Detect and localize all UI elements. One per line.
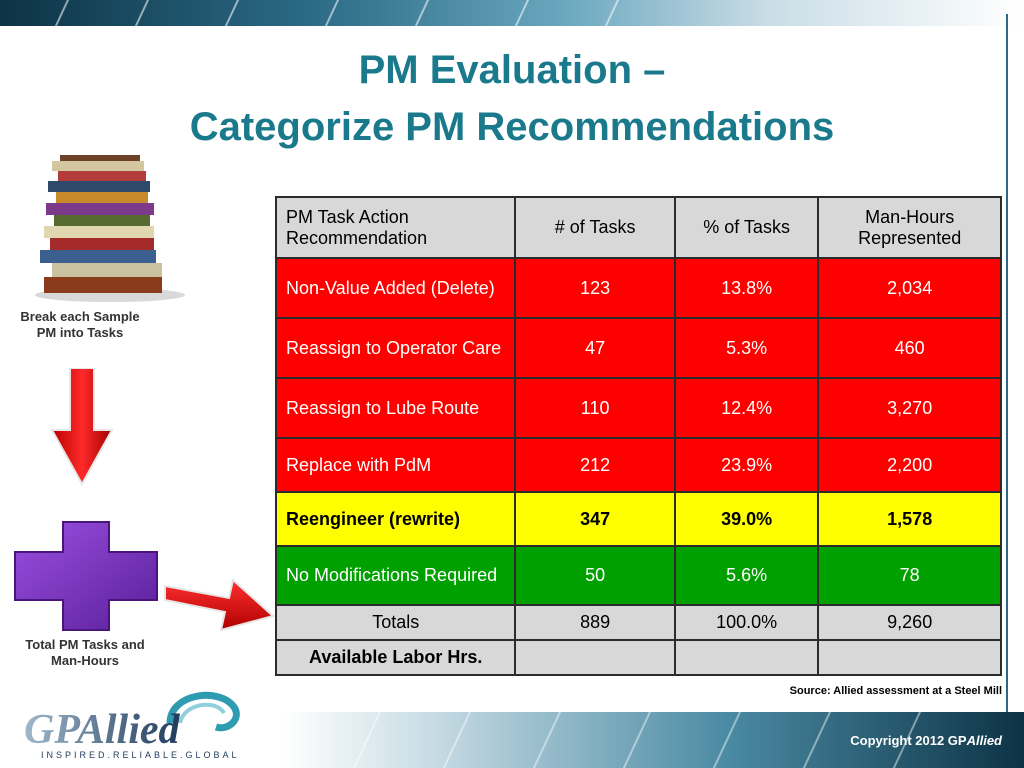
bottom-banner — [285, 712, 1024, 768]
slide-title-line1: PM Evaluation – — [358, 48, 666, 92]
purple-cross-icon — [14, 521, 158, 631]
row-percent: 12.4% — [673, 377, 820, 439]
book-stack-icon — [35, 155, 185, 302]
copyright-brand: Allied — [966, 733, 1002, 748]
row-tasks: 123 — [514, 257, 676, 319]
table-row: Reassign to Operator Care 47 5.3% 460 — [274, 317, 1002, 379]
row-label: Replace with PdM — [274, 437, 517, 493]
red-down-arrow-icon — [50, 368, 114, 486]
totals-tasks: 889 — [514, 604, 676, 641]
break-tasks-caption: Break each Sample PM into Tasks — [20, 309, 140, 340]
logo-tagline: INSPIRED.RELIABLE.GLOBAL — [41, 750, 240, 760]
row-percent: 39.0% — [673, 491, 820, 547]
slide-title-line2: Categorize PM Recommendations — [189, 105, 835, 149]
row-percent: 5.3% — [673, 317, 820, 379]
gp-allied-logo: GPAllied — [24, 691, 240, 753]
totals-label: Totals — [274, 604, 517, 641]
row-hours: 2,200 — [817, 437, 1002, 493]
row-tasks: 47 — [514, 317, 676, 379]
pm-recommendation-table: PM Task Action Recommendation # of Tasks… — [274, 196, 1002, 676]
table-row: Reengineer (rewrite) 347 39.0% 1,578 — [274, 491, 1002, 547]
row-hours: 460 — [817, 317, 1002, 379]
header-task-count: # of Tasks — [514, 196, 676, 259]
available-hours — [817, 639, 1002, 676]
totals-row: Totals 889 100.0% 9,260 — [274, 604, 1002, 641]
row-label: No Modifications Required — [274, 545, 517, 606]
totals-percent: 100.0% — [673, 604, 820, 641]
table-header-row: PM Task Action Recommendation # of Tasks… — [274, 196, 1002, 259]
row-percent: 23.9% — [673, 437, 820, 493]
table-row: Replace with PdM 212 23.9% 2,200 — [274, 437, 1002, 493]
header-man-hours: Man-Hours Represented — [817, 196, 1002, 259]
row-tasks: 347 — [514, 491, 676, 547]
source-note: Source: Allied assessment at a Steel Mil… — [789, 685, 1002, 697]
row-hours: 1,578 — [817, 491, 1002, 547]
red-right-arrow-icon — [164, 578, 275, 632]
logo-text: GPAllied — [24, 707, 181, 753]
available-labor-row: Available Labor Hrs. — [274, 639, 1002, 676]
top-banner — [0, 0, 1024, 26]
table-row: Reassign to Lube Route 110 12.4% 3,270 — [274, 377, 1002, 439]
row-hours: 78 — [817, 545, 1002, 606]
row-hours: 3,270 — [817, 377, 1002, 439]
header-task-percent: % of Tasks — [673, 196, 820, 259]
table-row: Non-Value Added (Delete) 123 13.8% 2,034 — [274, 257, 1002, 319]
row-tasks: 110 — [514, 377, 676, 439]
row-percent: 13.8% — [673, 257, 820, 319]
totals-hours: 9,260 — [817, 604, 1002, 641]
row-hours: 2,034 — [817, 257, 1002, 319]
row-tasks: 50 — [514, 545, 676, 606]
right-border-rule — [1006, 14, 1008, 720]
row-label: Non-Value Added (Delete) — [274, 257, 517, 319]
available-percent — [673, 639, 820, 676]
table-row: No Modifications Required 50 5.6% 78 — [274, 545, 1002, 606]
row-percent: 5.6% — [673, 545, 820, 606]
available-label: Available Labor Hrs. — [274, 639, 517, 676]
available-tasks — [514, 639, 676, 676]
row-tasks: 212 — [514, 437, 676, 493]
copyright-notice: Copyright 2012 GPAllied — [850, 733, 1002, 748]
row-label: Reassign to Operator Care — [274, 317, 517, 379]
total-tasks-caption: Total PM Tasks and Man-Hours — [25, 637, 145, 668]
row-label: Reassign to Lube Route — [274, 377, 517, 439]
header-recommendation: PM Task Action Recommendation — [274, 196, 517, 259]
copyright-prefix: Copyright 2012 GP — [850, 733, 967, 748]
row-label: Reengineer (rewrite) — [274, 491, 517, 547]
